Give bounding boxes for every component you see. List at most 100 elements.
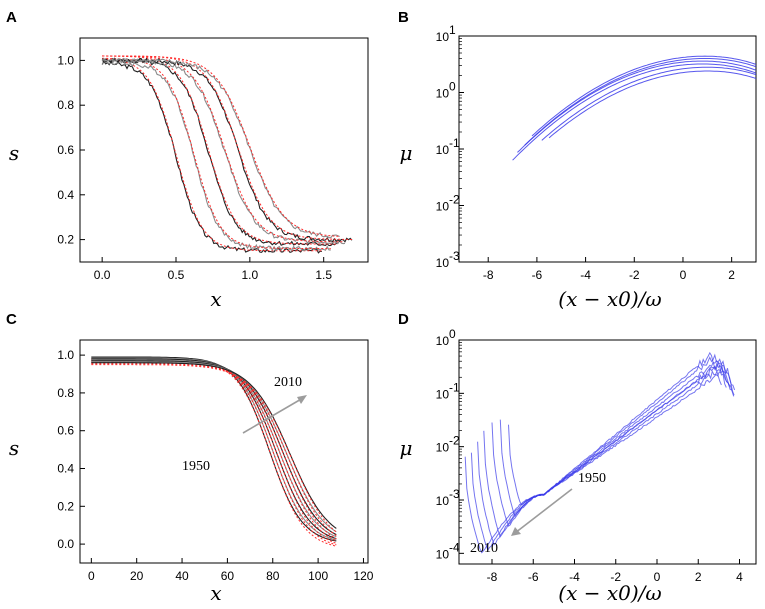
- panel-c-data-line-2000: [91, 361, 337, 533]
- panel-c-x-axis-label: x: [210, 581, 221, 605]
- panel-letter-d: D: [398, 311, 409, 328]
- panel-c-trend-arrowhead: [297, 395, 307, 404]
- panel-d-line-1980: [483, 360, 736, 538]
- panel-a-fit-line-4: [102, 55, 345, 243]
- x-tick-label: -4: [569, 570, 580, 584]
- x-tick-label: -8: [483, 268, 494, 282]
- x-tick-label: 0: [654, 570, 661, 584]
- x-tick-label: 2: [728, 268, 735, 282]
- panel-a-x-axis-label: x: [210, 287, 221, 311]
- x-tick-label: -2: [610, 570, 621, 584]
- y-tick-exponent: -3: [449, 487, 460, 501]
- x-tick-label: -6: [532, 268, 543, 282]
- y-tick-exponent: -2: [449, 193, 460, 207]
- panel-d-x-axis-label: (x − x0)/ω: [558, 581, 661, 605]
- y-tick-exponent: 1: [449, 23, 456, 37]
- y-tick-label: 1.0: [57, 348, 74, 362]
- panel-a-curves: [101, 55, 353, 254]
- panel-c-trend-arrow-line: [242, 397, 304, 434]
- y-tick-label: 0.2: [57, 499, 74, 513]
- y-tick-label: 10: [436, 387, 450, 401]
- panel-d-curves: [464, 351, 736, 554]
- y-tick-label: 10: [436, 494, 450, 508]
- panel-d-line-1990: [477, 362, 732, 546]
- x-tick-label: 0.0: [94, 268, 111, 282]
- y-tick-label: 10: [436, 334, 450, 348]
- panel-c-label-1950: 1950: [182, 459, 210, 474]
- y-tick-label: 0.6: [57, 143, 74, 157]
- x-tick-label: 80: [266, 569, 280, 583]
- panel-letter-a: A: [6, 9, 17, 26]
- x-tick-label: -6: [528, 570, 539, 584]
- y-tick-exponent: -3: [449, 249, 460, 263]
- y-tick-label: 10: [436, 256, 450, 270]
- y-tick-exponent: 0: [449, 327, 456, 341]
- panel-a-fit-line-6: [102, 55, 340, 237]
- panel-d-trend-arrow-line: [514, 488, 573, 534]
- panel-b-y-axis-label: μ: [400, 141, 413, 165]
- panel-a-y-axis-label: s: [9, 141, 19, 165]
- y-tick-label: 0.0: [57, 537, 74, 551]
- x-tick-label: 0.5: [168, 268, 185, 282]
- x-tick-label: 1.5: [315, 268, 332, 282]
- y-tick-label: 0.4: [57, 188, 74, 202]
- panel-a-data-line-4: [101, 57, 346, 245]
- panel-d-line-2010: [464, 368, 735, 554]
- panel-a-data-line-6: [101, 57, 340, 239]
- panel-d-y-axis-label: μ: [400, 436, 413, 460]
- y-tick-label: 10: [436, 30, 450, 44]
- x-tick-label: 40: [175, 569, 189, 583]
- x-tick-label: 100: [308, 569, 328, 583]
- panel-b-line-4: [531, 55, 757, 137]
- panel-letter-b: B: [398, 9, 409, 26]
- y-tick-label: 10: [436, 200, 450, 214]
- panel-b-x-axis-label: (x − x0)/ω: [558, 287, 661, 311]
- y-tick-label: 10: [436, 87, 450, 101]
- panel-b-line-2: [517, 60, 757, 153]
- y-tick-label: 10: [436, 441, 450, 455]
- panel-b-line-3: [524, 58, 757, 146]
- x-tick-label: 0: [88, 569, 95, 583]
- panel-b-line-6: [548, 70, 757, 139]
- y-tick-label: 0.8: [57, 386, 74, 400]
- panel-c-fit-line-2010: [91, 364, 337, 533]
- panel-a-fit-line-2: [102, 57, 331, 250]
- x-tick-label: 20: [130, 569, 144, 583]
- y-tick-label: 0.4: [57, 462, 74, 476]
- panel-a-data-line-1: [101, 60, 322, 254]
- panel-a-data-line-5: [101, 57, 353, 243]
- panel-d-label-2010: 2010: [470, 541, 498, 556]
- panel-letter-c: C: [6, 311, 17, 328]
- panel-c-data-line-1990: [91, 360, 337, 536]
- panel-a-fit-line-3: [102, 55, 338, 245]
- panel-a-ticks: 0.0 0.5 1.0 1.5 0.2 0.4 0.6 0.8 1.0: [57, 53, 332, 282]
- y-tick-label: 10: [436, 547, 450, 561]
- panel-a-data-line-2: [101, 60, 331, 252]
- panel-a-fit-line-5: [102, 55, 352, 240]
- x-tick-label: 0: [680, 268, 687, 282]
- y-tick-exponent: -1: [449, 136, 460, 150]
- y-tick-exponent: 0: [449, 80, 456, 94]
- panel-b-line-1: [512, 63, 757, 161]
- panel-d-label-1950: 1950: [578, 471, 606, 486]
- y-tick-label: 0.6: [57, 424, 74, 438]
- panel-c-plot-frame: [79, 339, 369, 564]
- panel-c-ticks: 0 20 40 60 80 100 120 0.0 0.2 0.4 0.6 0.8 1.0: [57, 348, 373, 583]
- panel-c-fit-line-2000: [91, 363, 337, 537]
- panel-a-fit-line-1: [102, 58, 322, 252]
- y-tick-exponent: -2: [449, 434, 460, 448]
- y-tick-label: 1.0: [57, 53, 74, 67]
- panel-c-label-2010: 2010: [274, 375, 302, 390]
- x-tick-label: -4: [580, 268, 591, 282]
- panel-d-trend-arrowhead: [511, 527, 521, 536]
- y-tick-label: 0.8: [57, 98, 74, 112]
- panel-b-curves: [512, 55, 757, 161]
- x-tick-label: 2: [695, 570, 702, 584]
- panel-d-line-1970: [491, 358, 731, 527]
- panel-c-y-axis-label: s: [9, 436, 19, 460]
